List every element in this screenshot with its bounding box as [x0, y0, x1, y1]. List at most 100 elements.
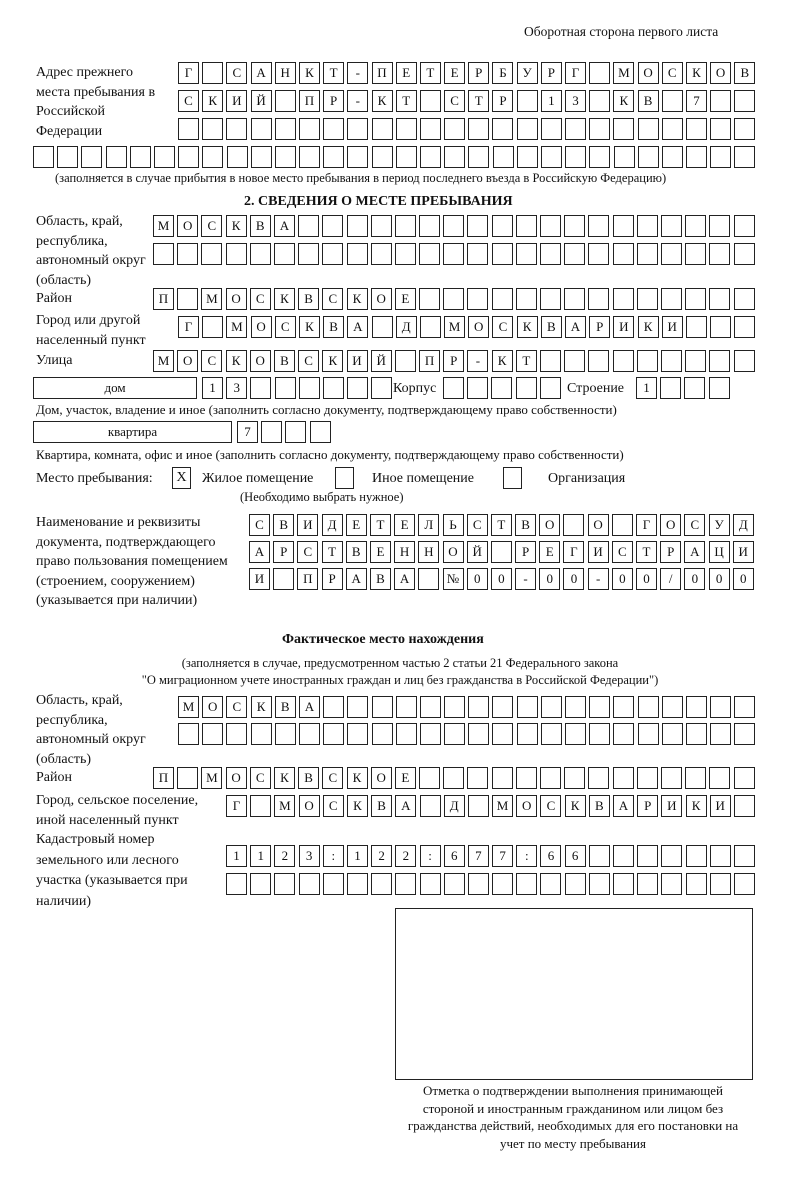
char-cell[interactable]: А: [273, 215, 295, 237]
char-cell[interactable]: [636, 350, 658, 372]
char-cell[interactable]: [637, 146, 659, 168]
char-cell[interactable]: [394, 215, 416, 237]
char-cell[interactable]: В: [345, 541, 367, 563]
char-cell[interactable]: С: [492, 316, 514, 338]
char-cell[interactable]: [444, 696, 466, 718]
char-cell[interactable]: О: [637, 62, 659, 84]
char-cell[interactable]: [516, 118, 538, 140]
char-cell[interactable]: [273, 568, 295, 590]
flat-number-row[interactable]: 7: [237, 421, 331, 443]
char-cell[interactable]: [371, 118, 393, 140]
char-cell[interactable]: О: [177, 215, 199, 237]
char-cell[interactable]: [346, 243, 368, 265]
char-cell[interactable]: -: [515, 568, 537, 590]
char-cell[interactable]: [105, 146, 127, 168]
char-cell[interactable]: [347, 146, 369, 168]
char-cell[interactable]: И: [661, 316, 683, 338]
char-cell[interactable]: [515, 215, 537, 237]
char-cell[interactable]: М: [226, 316, 248, 338]
char-cell[interactable]: [637, 873, 659, 895]
char-cell[interactable]: В: [515, 514, 537, 536]
char-cell[interactable]: [588, 873, 610, 895]
char-cell[interactable]: Г: [178, 316, 199, 338]
char-cell[interactable]: Н: [394, 541, 416, 563]
char-cell[interactable]: 0: [684, 568, 706, 590]
char-cell[interactable]: В: [369, 568, 391, 590]
char-cell[interactable]: [490, 541, 512, 563]
char-cell[interactable]: С: [201, 350, 223, 372]
char-cell[interactable]: В: [588, 795, 610, 817]
char-cell[interactable]: [611, 514, 633, 536]
char-cell[interactable]: [371, 723, 393, 745]
char-cell[interactable]: И: [732, 541, 754, 563]
char-cell[interactable]: [710, 696, 732, 718]
char-cell[interactable]: С: [684, 514, 706, 536]
char-cell[interactable]: [250, 118, 272, 140]
char-cell[interactable]: [419, 696, 441, 718]
prev-address-row-3[interactable]: [178, 118, 756, 140]
char-cell[interactable]: [589, 62, 611, 84]
char-cell[interactable]: [708, 377, 730, 399]
char-cell[interactable]: [685, 350, 707, 372]
char-cell[interactable]: Й: [370, 350, 392, 372]
char-cell[interactable]: [564, 215, 586, 237]
char-cell[interactable]: 1: [346, 845, 368, 867]
char-cell[interactable]: [685, 243, 707, 265]
char-cell[interactable]: [613, 696, 635, 718]
char-cell[interactable]: [274, 90, 296, 112]
char-cell[interactable]: [588, 215, 610, 237]
char-cell[interactable]: 2: [274, 845, 296, 867]
char-cell[interactable]: 3: [298, 845, 320, 867]
char-cell[interactable]: [661, 873, 683, 895]
char-cell[interactable]: [540, 243, 561, 265]
char-cell[interactable]: [660, 243, 682, 265]
korpus-row[interactable]: [443, 377, 561, 399]
char-cell[interactable]: К: [346, 288, 368, 310]
char-cell[interactable]: [612, 350, 634, 372]
char-cell[interactable]: В: [637, 90, 659, 112]
char-cell[interactable]: 1: [202, 377, 223, 399]
char-cell[interactable]: И: [709, 795, 731, 817]
char-cell[interactable]: [250, 795, 272, 817]
char-cell[interactable]: [202, 146, 224, 168]
char-cell[interactable]: О: [539, 514, 561, 536]
char-cell[interactable]: 0: [466, 568, 488, 590]
char-cell[interactable]: 1: [250, 845, 272, 867]
char-cell[interactable]: [443, 288, 465, 310]
char-cell[interactable]: 6: [443, 845, 465, 867]
char-cell[interactable]: [709, 767, 731, 789]
char-cell[interactable]: [201, 243, 223, 265]
char-cell[interactable]: [636, 767, 658, 789]
char-cell[interactable]: [685, 723, 707, 745]
char-cell[interactable]: [685, 873, 707, 895]
char-cell[interactable]: Р: [323, 90, 345, 112]
char-cell[interactable]: [467, 377, 489, 399]
char-cell[interactable]: Р: [637, 795, 659, 817]
char-cell[interactable]: [226, 723, 248, 745]
char-cell[interactable]: [564, 243, 586, 265]
char-cell[interactable]: [419, 316, 441, 338]
char-cell[interactable]: А: [250, 62, 272, 84]
char-cell[interactable]: У: [708, 514, 730, 536]
char-cell[interactable]: С: [322, 288, 344, 310]
char-cell[interactable]: Т: [321, 541, 343, 563]
char-cell[interactable]: П: [298, 90, 320, 112]
char-cell[interactable]: [637, 696, 659, 718]
char-cell[interactable]: [565, 146, 587, 168]
char-cell[interactable]: [153, 146, 175, 168]
char-cell[interactable]: Т: [323, 62, 345, 84]
char-cell[interactable]: В: [273, 514, 295, 536]
char-cell[interactable]: [444, 146, 466, 168]
char-cell[interactable]: О: [177, 350, 199, 372]
char-cell[interactable]: Р: [515, 541, 537, 563]
char-cell[interactable]: [565, 696, 586, 718]
char-cell[interactable]: 2: [395, 845, 417, 867]
char-cell[interactable]: О: [468, 316, 490, 338]
char-cell[interactable]: [710, 316, 732, 338]
char-cell[interactable]: Й: [250, 90, 272, 112]
char-cell[interactable]: [516, 146, 538, 168]
char-cell[interactable]: [346, 215, 368, 237]
char-cell[interactable]: [444, 118, 466, 140]
char-cell[interactable]: К: [298, 62, 320, 84]
